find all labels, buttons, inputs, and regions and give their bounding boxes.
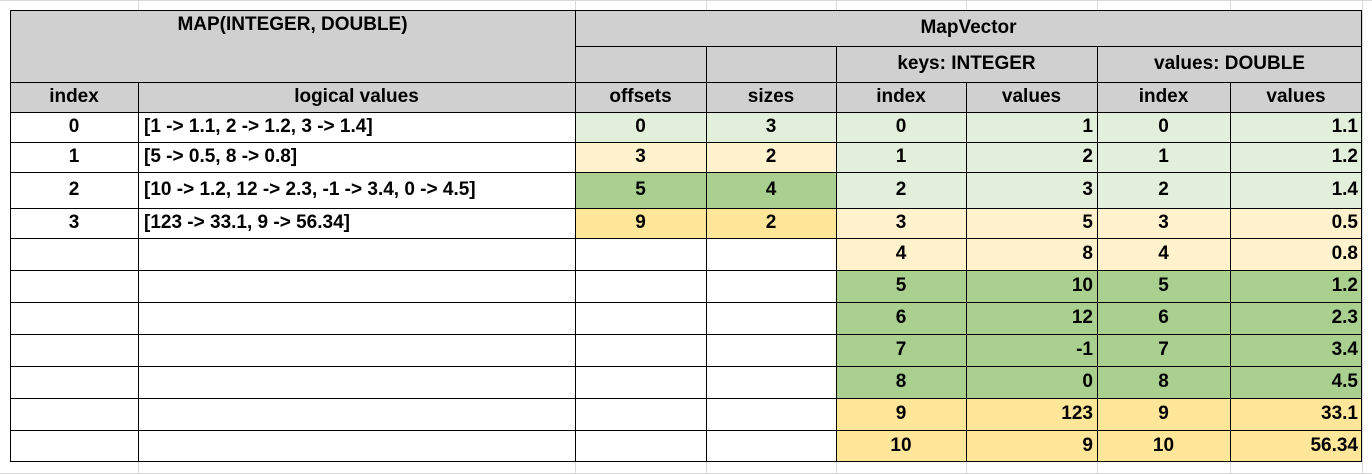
key-index-cell[interactable]: 9 xyxy=(836,398,966,430)
map-type-title: MAP(INTEGER, DOUBLE) xyxy=(10,10,575,82)
val-index-cell[interactable]: 5 xyxy=(1097,270,1230,302)
key-value-cell[interactable]: 5 xyxy=(966,208,1097,238)
val-value-cell[interactable]: 33.1 xyxy=(1230,398,1362,430)
offset-cell[interactable]: 5 xyxy=(575,172,706,208)
key-index-cell[interactable]: 8 xyxy=(836,366,966,398)
row-index[interactable]: 1 xyxy=(10,142,138,172)
row-index[interactable]: 3 xyxy=(10,208,138,238)
row-logical-value[interactable]: [5 -> 0.5, 8 -> 0.8] xyxy=(138,142,575,172)
vals-values-column-header: values xyxy=(1230,82,1362,112)
key-index-cell[interactable]: 7 xyxy=(836,334,966,366)
key-value-cell[interactable]: 123 xyxy=(966,398,1097,430)
row-index[interactable]: 0 xyxy=(10,112,138,142)
val-value-cell[interactable]: 1.4 xyxy=(1230,172,1362,208)
key-value-cell[interactable]: 1 xyxy=(966,112,1097,142)
offsets-column-header: offsets xyxy=(575,82,706,112)
values-group-header: values: DOUBLE xyxy=(1097,46,1362,82)
val-index-cell[interactable]: 8 xyxy=(1097,366,1230,398)
val-value-cell[interactable]: 0.5 xyxy=(1230,208,1362,238)
val-index-cell[interactable]: 4 xyxy=(1097,238,1230,270)
offset-cell[interactable]: 3 xyxy=(575,142,706,172)
key-value-cell[interactable]: 3 xyxy=(966,172,1097,208)
key-index-cell[interactable]: 0 xyxy=(836,112,966,142)
val-value-cell[interactable]: 0.8 xyxy=(1230,238,1362,270)
key-value-cell[interactable]: 12 xyxy=(966,302,1097,334)
logical-values-column-header: logical values xyxy=(138,82,575,112)
row-index[interactable]: 2 xyxy=(10,172,138,208)
key-value-cell[interactable]: 0 xyxy=(966,366,1097,398)
offsets-group-header xyxy=(575,46,706,82)
val-index-cell[interactable]: 6 xyxy=(1097,302,1230,334)
val-index-cell[interactable]: 9 xyxy=(1097,398,1230,430)
val-index-cell[interactable]: 2 xyxy=(1097,172,1230,208)
val-index-cell[interactable]: 10 xyxy=(1097,430,1230,462)
val-index-cell[interactable]: 7 xyxy=(1097,334,1230,366)
val-index-cell[interactable]: 3 xyxy=(1097,208,1230,238)
sizes-column-header: sizes xyxy=(706,82,836,112)
key-index-cell[interactable]: 6 xyxy=(836,302,966,334)
key-index-cell[interactable]: 5 xyxy=(836,270,966,302)
sizes-group-header xyxy=(706,46,836,82)
size-cell[interactable]: 2 xyxy=(706,208,836,238)
index-column-header: index xyxy=(10,82,138,112)
size-cell[interactable]: 4 xyxy=(706,172,836,208)
size-cell[interactable]: 3 xyxy=(706,112,836,142)
val-value-cell[interactable]: 3.4 xyxy=(1230,334,1362,366)
size-cell[interactable]: 2 xyxy=(706,142,836,172)
offset-cell[interactable]: 0 xyxy=(575,112,706,142)
val-value-cell[interactable]: 1.2 xyxy=(1230,142,1362,172)
keys-index-column-header: index xyxy=(836,82,966,112)
val-index-cell[interactable]: 0 xyxy=(1097,112,1230,142)
val-value-cell[interactable]: 1.1 xyxy=(1230,112,1362,142)
offset-cell[interactable]: 9 xyxy=(575,208,706,238)
key-index-cell[interactable]: 4 xyxy=(836,238,966,270)
val-index-cell[interactable]: 1 xyxy=(1097,142,1230,172)
key-index-cell[interactable]: 2 xyxy=(836,172,966,208)
key-index-cell[interactable]: 1 xyxy=(836,142,966,172)
val-value-cell[interactable]: 4.5 xyxy=(1230,366,1362,398)
key-value-cell[interactable]: -1 xyxy=(966,334,1097,366)
key-value-cell[interactable]: 10 xyxy=(966,270,1097,302)
row-logical-value[interactable]: [10 -> 1.2, 12 -> 2.3, -1 -> 3.4, 0 -> 4… xyxy=(138,172,575,208)
key-value-cell[interactable]: 8 xyxy=(966,238,1097,270)
key-value-cell[interactable]: 2 xyxy=(966,142,1097,172)
val-value-cell[interactable]: 56.34 xyxy=(1230,430,1362,462)
keys-values-column-header: values xyxy=(966,82,1097,112)
vals-index-column-header: index xyxy=(1097,82,1230,112)
val-value-cell[interactable]: 1.2 xyxy=(1230,270,1362,302)
val-value-cell[interactable]: 2.3 xyxy=(1230,302,1362,334)
map-vector-title: MapVector xyxy=(575,10,1362,46)
key-index-cell[interactable]: 3 xyxy=(836,208,966,238)
row-logical-value[interactable]: [123 -> 33.1, 9 -> 56.34] xyxy=(138,208,575,238)
row-logical-value[interactable]: [1 -> 1.1, 2 -> 1.2, 3 -> 1.4] xyxy=(138,112,575,142)
key-value-cell[interactable]: 9 xyxy=(966,430,1097,462)
keys-group-header: keys: INTEGER xyxy=(836,46,1097,82)
key-index-cell[interactable]: 10 xyxy=(836,430,966,462)
